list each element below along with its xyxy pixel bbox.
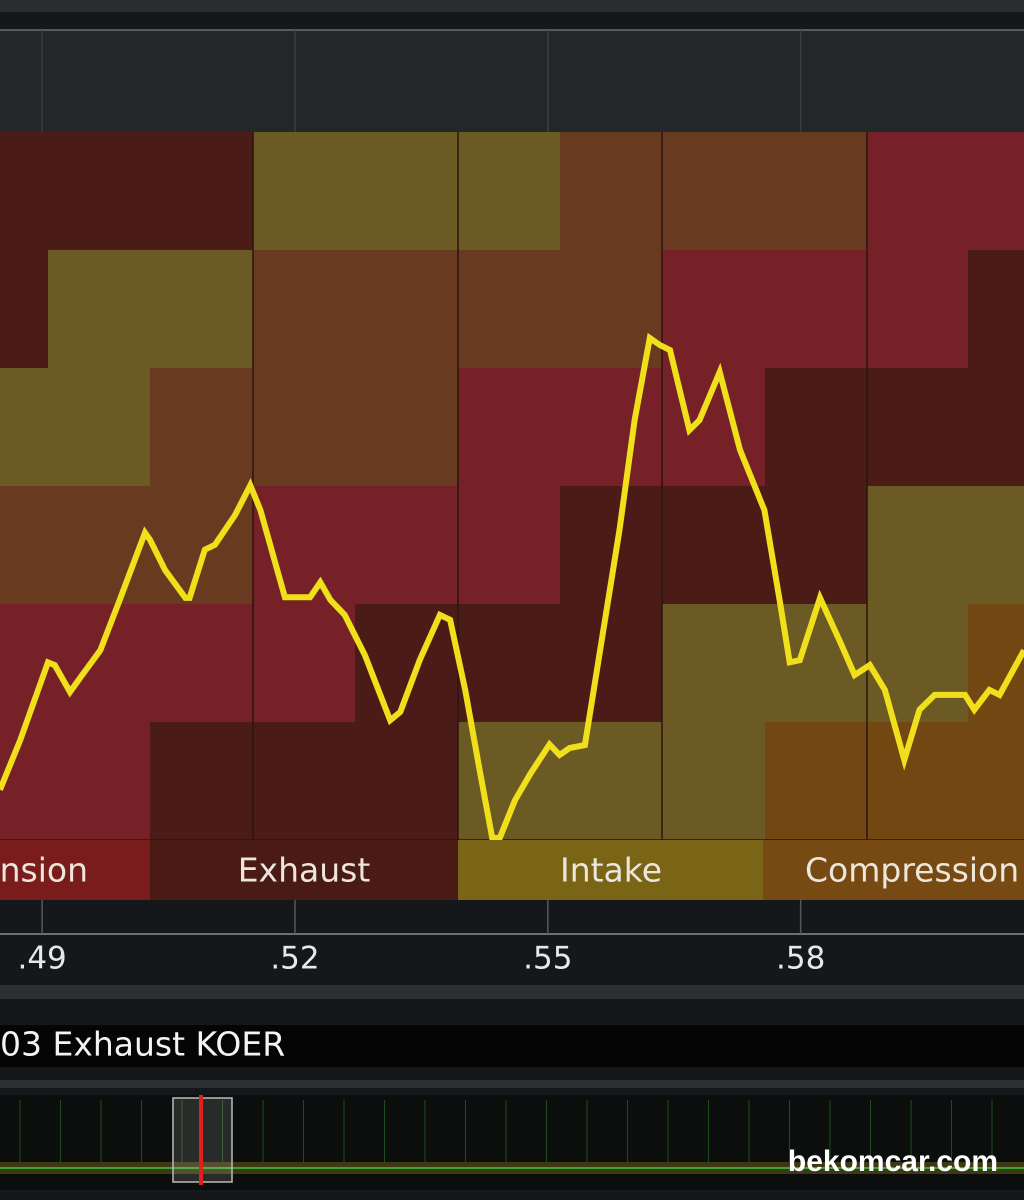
divider [0, 1080, 1024, 1088]
heat-cell [968, 486, 1024, 605]
heat-cell [560, 722, 663, 841]
heat-cell [458, 368, 561, 487]
heat-cell [48, 722, 151, 841]
phase-segment [0, 840, 150, 900]
heat-cell [765, 486, 868, 605]
heat-cell [0, 250, 49, 369]
status-bar [0, 1025, 1024, 1067]
heat-cell [867, 722, 969, 841]
heat-cell [150, 132, 254, 251]
heat-cell [867, 486, 969, 605]
heat-cell [458, 132, 561, 251]
x-axis: .49 .52 .55 .58 [17, 900, 825, 977]
grid [41, 30, 802, 132]
heat-cell [867, 250, 969, 369]
heat-cell [355, 250, 459, 369]
heat-cell [560, 368, 663, 487]
heat-cell [0, 132, 49, 251]
x-tick-label: .55 [523, 941, 572, 977]
phase-band: Expansion Exhaust Intake Compression [0, 840, 1024, 900]
heat-cell [662, 132, 766, 251]
timeline [0, 1095, 1024, 1190]
heat-cell [867, 368, 969, 487]
heat-cell [253, 722, 356, 841]
phase-label: Compression [805, 851, 1019, 890]
phase-segment [763, 840, 1024, 900]
x-tick-label: .49 [17, 941, 66, 977]
heat-cell [150, 250, 254, 369]
heat-cell [662, 250, 766, 369]
phase-segment [150, 840, 458, 900]
divider [0, 985, 1024, 999]
heat-cell [765, 368, 868, 487]
heat-cell [662, 722, 766, 841]
heat-cells [0, 132, 1024, 841]
heat-cell [355, 722, 459, 841]
trace-line [0, 332, 1024, 841]
heat-cell [253, 250, 356, 369]
heat-cell [968, 250, 1024, 369]
heat-cell [0, 368, 49, 487]
heat-cell [150, 722, 254, 841]
heat-cell [0, 722, 49, 841]
x-tick-label: .58 [776, 941, 825, 977]
heat-cell [968, 132, 1024, 251]
heat-cell [0, 604, 49, 723]
heat-cell [150, 486, 254, 605]
heat-cell [458, 486, 561, 605]
heat-cell [48, 250, 151, 369]
heat-cell [355, 368, 459, 487]
phase-label: Intake [560, 851, 662, 890]
heat-cell [867, 132, 969, 251]
heat-cell [968, 368, 1024, 487]
phase-label: Expansion [0, 851, 88, 890]
heat-cell [458, 250, 561, 369]
phase-segment [458, 840, 763, 900]
heat-cell [560, 604, 663, 723]
heat-cell [662, 486, 766, 605]
heat-cell [355, 132, 459, 251]
heat-cell [253, 604, 356, 723]
upper-area [0, 30, 1024, 132]
heat-cell [765, 250, 868, 369]
heat-cell [48, 486, 151, 605]
heat-cell [150, 604, 254, 723]
heat-cell [48, 604, 151, 723]
heat-cell [662, 604, 766, 723]
heat-cell [150, 368, 254, 487]
heat-cell [48, 132, 151, 251]
heat-cell [765, 132, 868, 251]
heat-cell [765, 722, 868, 841]
heat-cell [458, 604, 561, 723]
watermark: bekomcar.com [788, 1145, 998, 1178]
phase-label: Exhaust [238, 851, 371, 890]
heat-cell [355, 486, 459, 605]
heat-cell [253, 368, 356, 487]
top-bezel [0, 0, 1024, 12]
heat-cell [968, 722, 1024, 841]
heat-cell [253, 132, 356, 251]
status-text: 03 Exhaust KOER [0, 1025, 285, 1064]
x-tick-label: .52 [270, 941, 319, 977]
heat-cell [0, 486, 49, 605]
heat-cell [48, 368, 151, 487]
heat-cell [867, 604, 969, 723]
timeline-ticks [19, 1100, 993, 1172]
heat-cell [560, 132, 663, 251]
